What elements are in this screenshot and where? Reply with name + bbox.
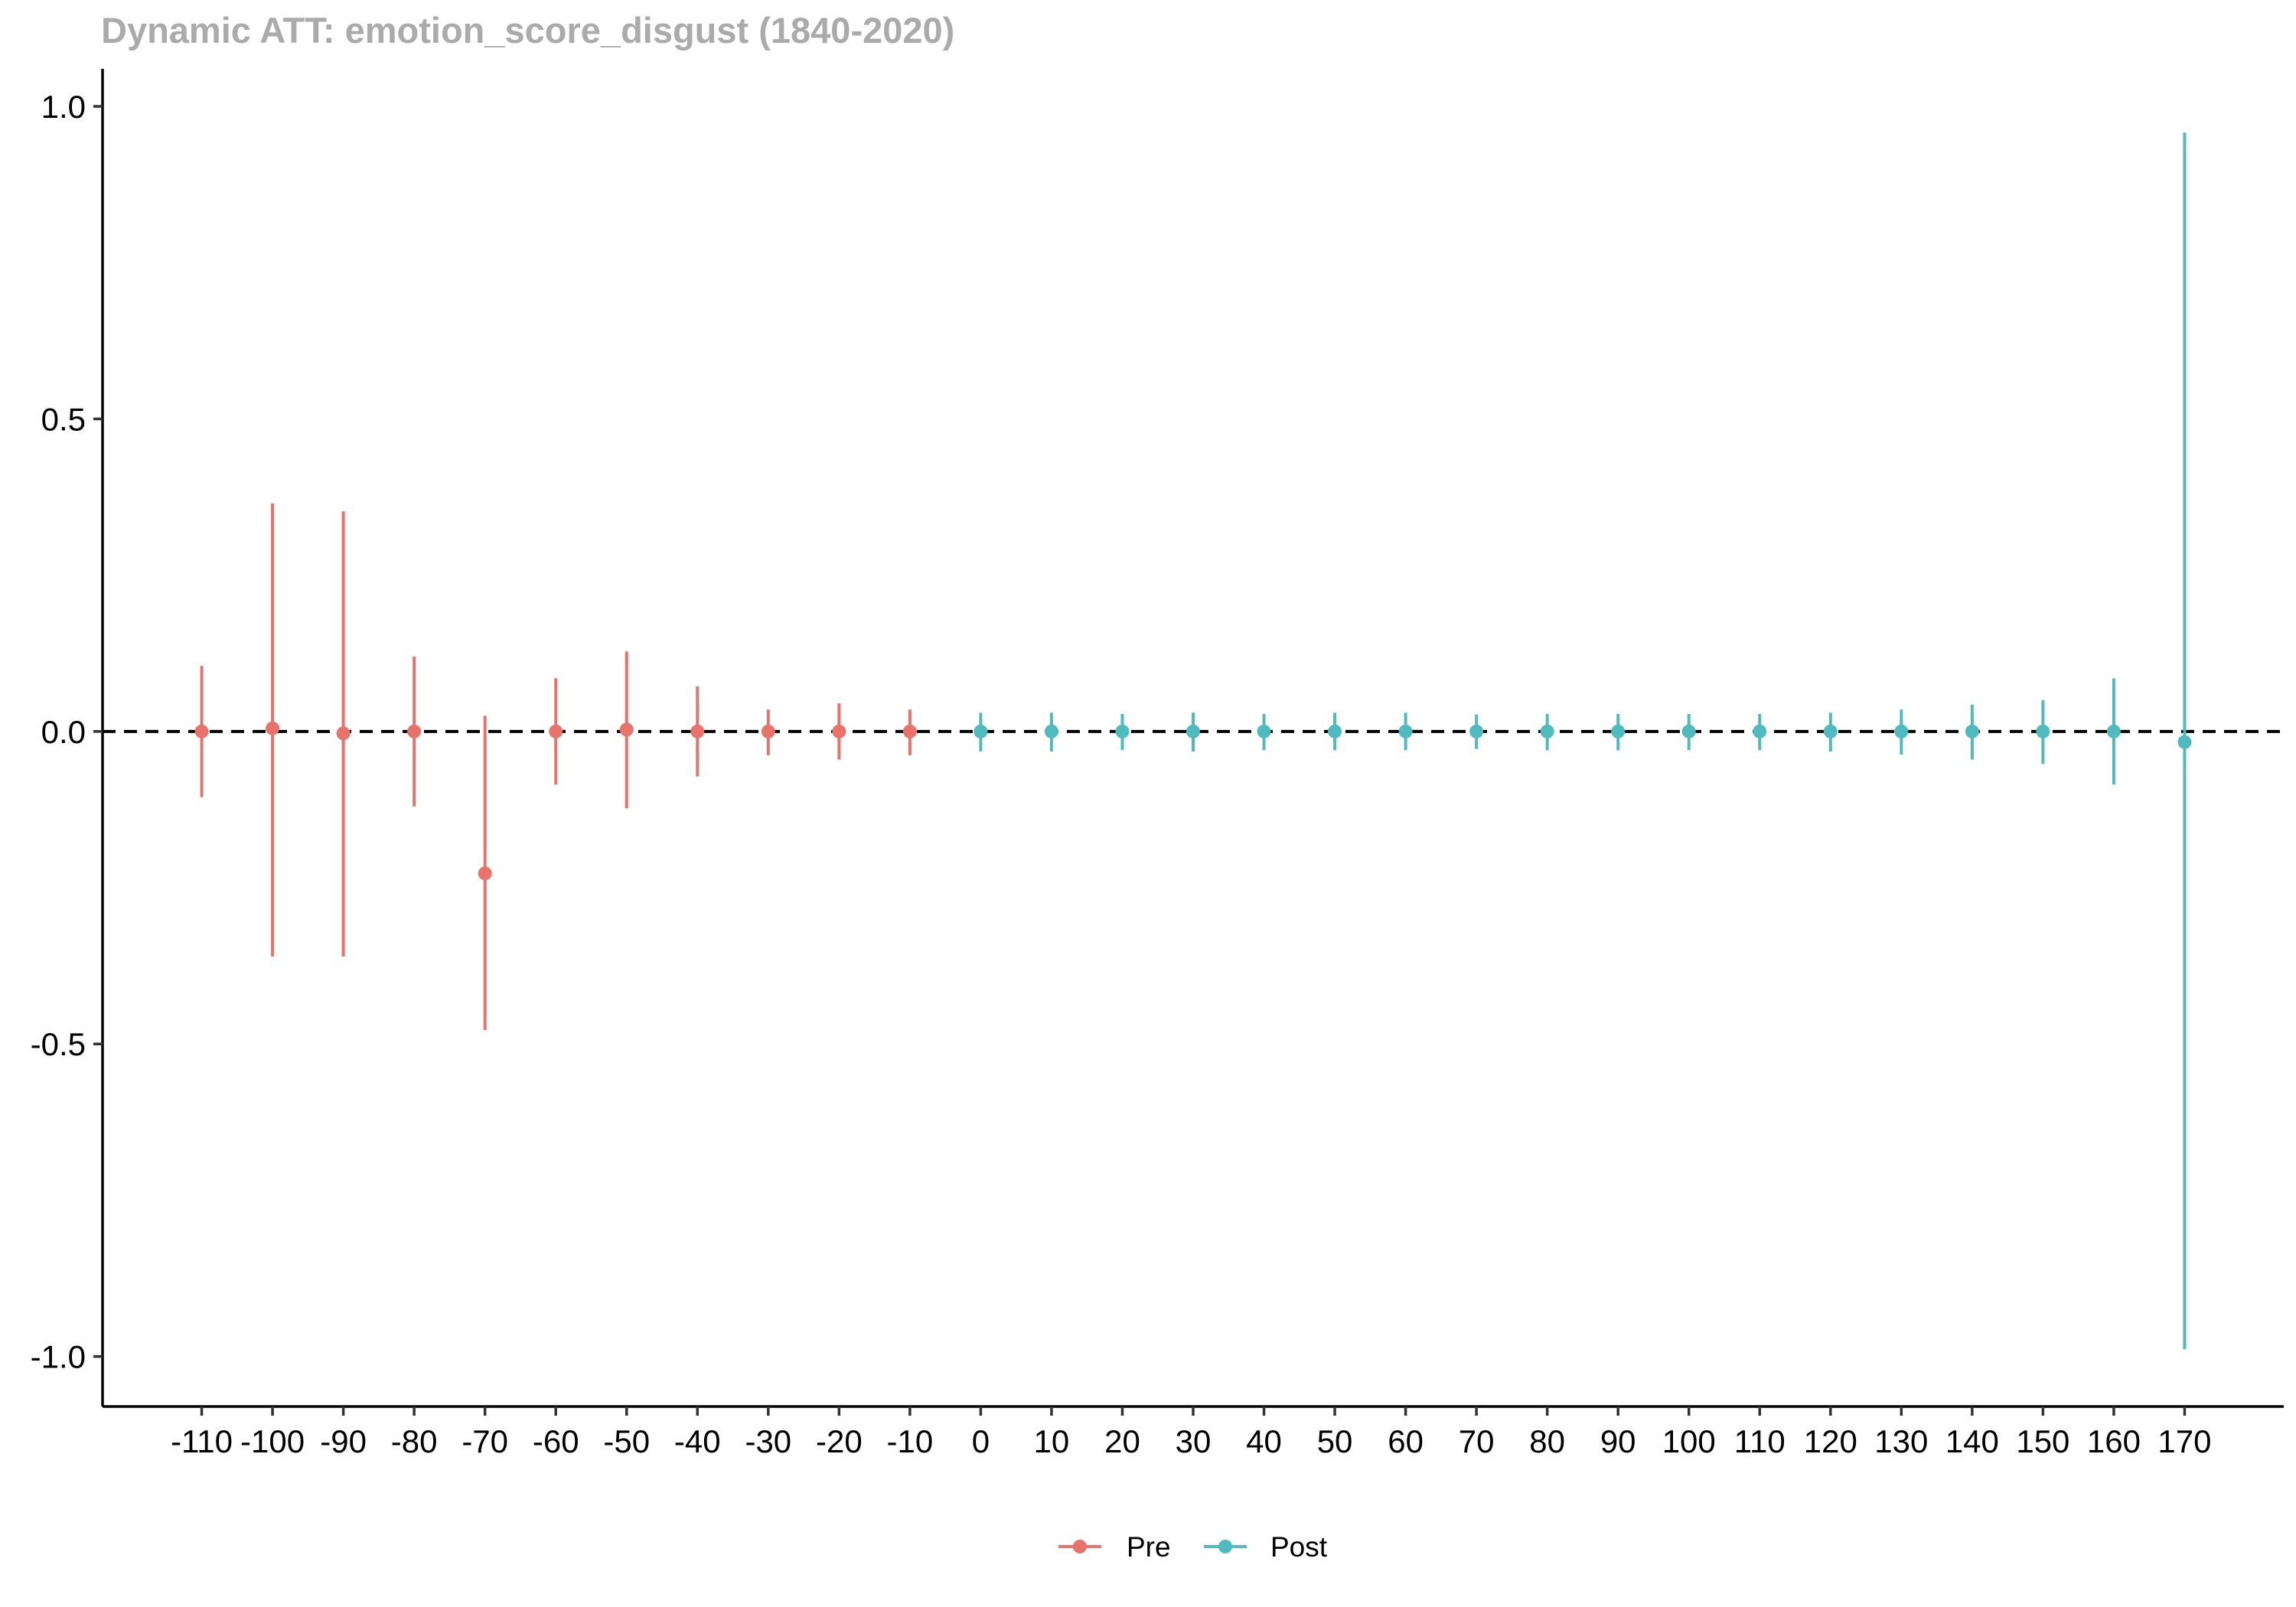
legend-key-point <box>1218 1540 1232 1553</box>
data-point <box>1115 724 1130 738</box>
data-point <box>690 724 705 738</box>
legend-label: Pre <box>1127 1531 1171 1563</box>
x-tick-label: 110 <box>1734 1423 1786 1459</box>
y-tick-label: 1.0 <box>41 89 86 125</box>
x-tick-label: -100 <box>240 1423 305 1459</box>
x-tick-label: 60 <box>1388 1423 1424 1459</box>
x-tick-label: -50 <box>603 1423 650 1459</box>
x-tick-label: 10 <box>1034 1423 1070 1459</box>
data-point <box>407 724 422 738</box>
data-point <box>1965 724 1979 738</box>
x-tick-label: 50 <box>1317 1423 1353 1459</box>
data-point <box>194 724 209 738</box>
data-point <box>761 724 775 738</box>
x-tick-label: -90 <box>320 1423 367 1459</box>
data-point <box>1894 724 1909 738</box>
data-point <box>1753 724 1767 738</box>
legend-item-post: Post <box>1204 1531 1328 1563</box>
data-point <box>619 722 634 737</box>
data-point <box>1328 724 1342 738</box>
x-tick-label: -30 <box>745 1423 791 1459</box>
x-tick-label: 20 <box>1104 1423 1140 1459</box>
data-point <box>832 724 846 738</box>
series-pre <box>194 503 917 1031</box>
x-tick-label: 0 <box>972 1423 990 1459</box>
x-tick-label: 70 <box>1459 1423 1495 1459</box>
x-tick-label: 170 <box>2157 1423 2211 1459</box>
x-tick-label: 130 <box>1874 1423 1928 1459</box>
data-point <box>2177 735 2192 749</box>
x-tick-label: -10 <box>887 1423 934 1459</box>
x-tick-label: 40 <box>1246 1423 1282 1459</box>
chart-title: Dynamic ATT: emotion_score_disgust (1840… <box>101 10 955 51</box>
data-point <box>1611 724 1626 738</box>
x-tick-label: 150 <box>2016 1423 2069 1459</box>
data-point <box>902 724 917 738</box>
legend-label: Post <box>1270 1531 1328 1563</box>
x-tick-label: 90 <box>1600 1423 1636 1459</box>
legend-key-point <box>1073 1540 1087 1553</box>
data-point <box>549 724 563 738</box>
axis-layer: -1.0-0.50.00.51.0-110 -100 -90 -80 -70 -60 -50… <box>31 69 2284 1459</box>
data-point <box>1469 724 1484 738</box>
y-tick-label: -0.5 <box>31 1026 86 1062</box>
data-point <box>1540 724 1554 738</box>
data-point <box>1044 724 1058 738</box>
data-point <box>2106 724 2121 738</box>
series-layer <box>194 132 2192 1349</box>
series-post <box>974 132 2192 1349</box>
y-tick-label: 0.0 <box>41 714 86 750</box>
data-point <box>336 726 351 741</box>
y-tick-label: -1.0 <box>31 1339 86 1375</box>
x-tick-label: 140 <box>1945 1423 1999 1459</box>
x-tick-label: -110 <box>171 1423 233 1459</box>
x-tick-label: -60 <box>533 1423 579 1459</box>
x-tick-label: -40 <box>674 1423 721 1459</box>
x-tick-label: -80 <box>391 1423 438 1459</box>
x-tick-label: 80 <box>1529 1423 1565 1459</box>
y-tick-label: 0.5 <box>41 401 86 437</box>
data-point <box>1186 724 1200 738</box>
data-point <box>266 721 280 735</box>
data-point <box>1257 724 1271 738</box>
x-tick-label: 120 <box>1804 1423 1857 1459</box>
data-point <box>1398 724 1413 738</box>
data-point <box>2036 724 2050 738</box>
x-tick-label: 30 <box>1176 1423 1212 1459</box>
legend-item-pre: Pre <box>1058 1531 1171 1563</box>
x-tick-label: 160 <box>2087 1423 2141 1459</box>
x-tick-label: -20 <box>816 1423 863 1459</box>
x-tick-label: -70 <box>461 1423 508 1459</box>
data-point <box>1823 724 1838 738</box>
data-point <box>974 724 988 738</box>
data-point <box>478 866 492 881</box>
x-tick-label: 100 <box>1662 1423 1716 1459</box>
data-point <box>1681 724 1696 738</box>
legend: Pre Post <box>1058 1531 1328 1563</box>
